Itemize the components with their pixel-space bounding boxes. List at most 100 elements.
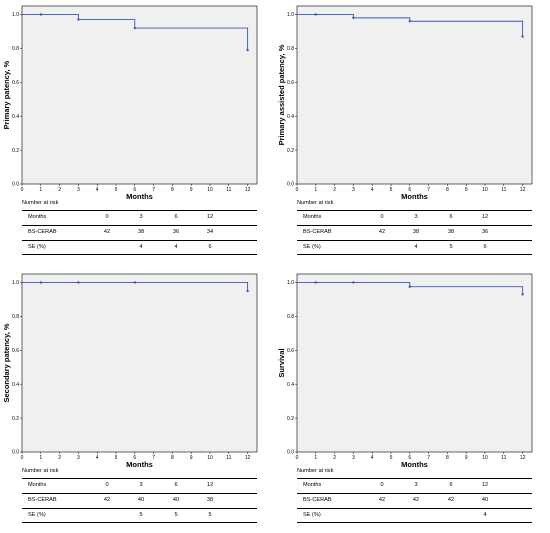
km-panel-primary-patency: 0.0 0.2 0.4 0.6 0.8 1.0 0 1 2 3 4 5 6 7 8 9 10 11 12 Months… bbox=[0, 0, 275, 265]
risk-table-title: Number at risk bbox=[22, 200, 59, 206]
y-tick-label: 0.6 bbox=[12, 80, 19, 86]
risk-table-title: Number at risk bbox=[22, 468, 59, 474]
risk-row-label: BS-CERAB bbox=[303, 229, 332, 235]
x-tick-label: 5 bbox=[390, 455, 393, 461]
risk-cell: 3 bbox=[139, 214, 143, 220]
risk-cell: 12 bbox=[206, 214, 214, 220]
x-tick-label: 3 bbox=[352, 455, 355, 461]
y-tick-label: 1.0 bbox=[12, 12, 19, 18]
risk-header-row: Months 0 3 6 12 bbox=[22, 478, 257, 492]
km-panel-survival: 0.0 0.2 0.4 0.6 0.8 1.0 0 1 2 3 4 5 6 7 8 9 10 11 12 Months… bbox=[275, 268, 550, 533]
x-tick-label: 5 bbox=[115, 455, 118, 461]
censor-marker bbox=[39, 281, 42, 284]
y-tick-label: 0.2 bbox=[12, 416, 19, 422]
x-tick-label: 8 bbox=[171, 187, 174, 193]
censor-marker bbox=[133, 26, 136, 30]
risk-cell: 4 bbox=[414, 244, 418, 250]
x-tick-label: 4 bbox=[371, 187, 374, 193]
x-tick-label: 2 bbox=[58, 187, 61, 193]
x-tick-label: 4 bbox=[371, 455, 374, 461]
censor-marker bbox=[352, 281, 355, 284]
risk-cell: 3 bbox=[414, 214, 418, 220]
x-tick-label: 1 bbox=[314, 455, 317, 461]
x-tick-label: 0 bbox=[296, 187, 299, 193]
x-tick-label: 2 bbox=[333, 187, 336, 193]
risk-cell: 38 bbox=[412, 229, 420, 235]
risk-cell: 40 bbox=[481, 497, 489, 503]
risk-cell: 5 bbox=[449, 244, 453, 250]
number-at-risk-table: Number at risk Months 0 3 6 12 BS-CERAB 42 38 36 3… bbox=[0, 200, 275, 265]
x-tick-label: 7 bbox=[152, 455, 155, 461]
risk-row-label: Months bbox=[303, 214, 322, 220]
y-tick-label: 0.6 bbox=[12, 348, 19, 354]
risk-cell: 3 bbox=[414, 482, 418, 488]
y-tick-label: 1.0 bbox=[287, 280, 294, 286]
x-axis-label: Months bbox=[126, 460, 153, 469]
risk-cell: 40 bbox=[172, 497, 180, 503]
risk-row-label: SE (%) bbox=[28, 512, 46, 518]
x-tick-label: 1 bbox=[314, 187, 317, 193]
y-axis-label: Primary patency, % bbox=[2, 60, 11, 129]
risk-cell: 5 bbox=[174, 512, 178, 518]
km-panel-primary-assisted-patency: 0.0 0.2 0.4 0.6 0.8 1.0 0 1 2 3 4 5 6 7 8 9 10 11 12 Months… bbox=[275, 0, 550, 265]
y-tick-label: 0.4 bbox=[12, 114, 19, 120]
x-tick-label: 6 bbox=[133, 455, 136, 461]
risk-cell: 12 bbox=[481, 214, 489, 220]
plot-area bbox=[21, 273, 258, 453]
chart-svg: 0.00.20.40.60.81.00 1 2 3 4 5 6 7 8 9 10 11 12Months… bbox=[2, 5, 258, 201]
chart-svg: 0.00.20.40.60.81.00 1 2 3 4 5 6 7 8 9 10 11 12Months… bbox=[277, 273, 533, 469]
y-axis-label: Survival bbox=[277, 348, 286, 377]
y-tick-label: 0.4 bbox=[287, 382, 294, 388]
censor-marker bbox=[246, 48, 249, 52]
number-at-risk-table: Number at risk Months 0 3 6 12 BS-CERAB 42 42 42 4… bbox=[275, 468, 550, 533]
risk-data-row: BS-CERAB 42 38 38 36 bbox=[297, 225, 532, 239]
x-tick-label: 11 bbox=[226, 187, 231, 193]
y-axis-label: Secondary patency, % bbox=[2, 323, 11, 402]
censor-marker bbox=[521, 35, 524, 38]
risk-data-row: SE (%) 4 4 6 bbox=[22, 240, 257, 255]
risk-row-label: BS-CERAB bbox=[28, 497, 57, 503]
plot-area bbox=[296, 273, 533, 453]
censor-marker bbox=[352, 16, 355, 20]
risk-cell: 0 bbox=[380, 214, 384, 220]
risk-cell: 0 bbox=[105, 214, 109, 220]
risk-cell: 34 bbox=[206, 229, 214, 235]
risk-row-label: BS-CERAB bbox=[28, 229, 57, 235]
risk-cell: 38 bbox=[137, 229, 145, 235]
x-tick-label: 5 bbox=[115, 187, 118, 193]
chart-svg: 0.00.20.40.60.81.00 1 2 3 4 5 6 7 8 9 10 11 12Months… bbox=[2, 273, 258, 469]
risk-header-row: Months 0 3 6 12 bbox=[22, 210, 257, 224]
x-tick-label: 0 bbox=[21, 187, 24, 193]
censor-marker bbox=[408, 285, 411, 288]
risk-cell: 4 bbox=[483, 512, 487, 518]
risk-cell: 38 bbox=[206, 497, 214, 503]
risk-data-row: SE (%) 4 5 6 bbox=[297, 240, 532, 255]
number-at-risk-table: Number at risk Months 0 3 6 12 BS-CERAB 42 38 38 3… bbox=[275, 200, 550, 265]
risk-cell: 5 bbox=[139, 512, 143, 518]
risk-cell: 40 bbox=[137, 497, 145, 503]
x-tick-label: 10 bbox=[207, 455, 213, 461]
y-tick-label: 1.0 bbox=[12, 280, 19, 286]
x-tick-label: 1 bbox=[39, 455, 42, 461]
risk-cell: 6 bbox=[174, 482, 178, 488]
x-tick-label: 7 bbox=[427, 455, 430, 461]
risk-cell: 42 bbox=[447, 497, 455, 503]
x-tick-label: 2 bbox=[58, 455, 61, 461]
risk-row-label: SE (%) bbox=[303, 512, 321, 518]
plot-area bbox=[296, 5, 533, 185]
y-tick-label: 0.8 bbox=[287, 46, 294, 52]
x-tick-label: 0 bbox=[21, 455, 24, 461]
risk-row-label: Months bbox=[28, 214, 47, 220]
risk-cell: 42 bbox=[412, 497, 420, 503]
x-tick-label: 8 bbox=[446, 187, 449, 193]
y-tick-label: 0.2 bbox=[287, 148, 294, 154]
x-tick-label: 10 bbox=[482, 455, 488, 461]
x-tick-label: 8 bbox=[446, 455, 449, 461]
censor-marker bbox=[314, 281, 317, 284]
risk-cell: 6 bbox=[208, 244, 212, 250]
y-tick-label: 0.8 bbox=[12, 314, 19, 320]
risk-data-row: BS-CERAB 42 42 42 40 bbox=[297, 493, 532, 507]
censor-marker bbox=[77, 18, 80, 21]
x-tick-label: 11 bbox=[501, 187, 506, 193]
risk-cell: 36 bbox=[481, 229, 489, 235]
